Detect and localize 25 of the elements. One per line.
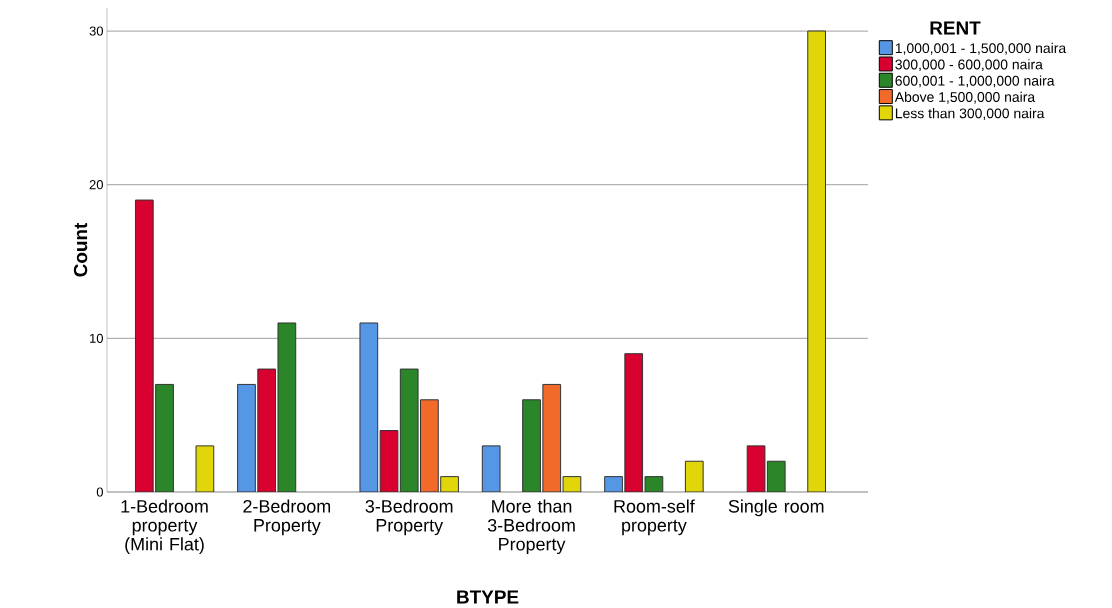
bar xyxy=(134,199,154,492)
bar xyxy=(481,445,501,492)
y-tick-label: 10 xyxy=(90,333,103,343)
y-tick-label: 0 xyxy=(96,487,103,497)
legend-label: 300,000 - 600,000 naira xyxy=(895,59,1043,72)
legend-label: 1,000,001 - 1,500,000 naira xyxy=(895,42,1067,55)
x-tick-label: 2-Bedroom Property xyxy=(243,499,331,536)
x-axis-title: BTYPE xyxy=(457,590,519,604)
x-tick-label: More than 3-Bedroom Property xyxy=(487,499,575,555)
y-axis-title: Count xyxy=(73,222,88,277)
bar xyxy=(359,322,379,492)
y-tick-label: 20 xyxy=(89,180,103,190)
bar xyxy=(420,399,439,492)
y-tick-label: 30 xyxy=(89,26,103,36)
bar xyxy=(807,30,826,492)
bar xyxy=(624,353,644,492)
legend-label: Above 1,500,000 naira xyxy=(894,91,1036,104)
x-tick-label: Room-self property xyxy=(614,499,695,536)
x-tick-label: 3-Bedroom Property xyxy=(365,499,453,536)
legend-title: RENT xyxy=(930,21,981,35)
x-tick-label: 1-Bedroom property (Mini Flat) xyxy=(121,499,208,555)
x-tick-label: Single room xyxy=(728,499,824,517)
bar xyxy=(257,368,277,492)
legend-label: Less than 300,000 naira xyxy=(895,108,1045,120)
legend-label: 600,001 - 1,000,000 naira xyxy=(895,75,1055,88)
